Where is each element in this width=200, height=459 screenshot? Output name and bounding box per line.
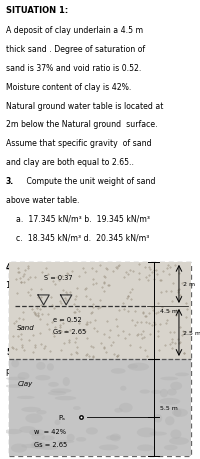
Ellipse shape: [48, 391, 66, 396]
Ellipse shape: [73, 406, 81, 410]
Ellipse shape: [170, 430, 181, 439]
Ellipse shape: [55, 396, 76, 400]
Text: Clay: Clay: [17, 380, 33, 386]
Ellipse shape: [31, 441, 46, 449]
Ellipse shape: [151, 390, 161, 394]
Ellipse shape: [164, 445, 178, 450]
Text: e = 0.52: e = 0.52: [53, 316, 82, 322]
Ellipse shape: [106, 435, 120, 440]
Text: c.  18.345 kN/m³ d.  20.345 kN/m³: c. 18.345 kN/m³ d. 20.345 kN/m³: [6, 233, 149, 242]
Ellipse shape: [140, 390, 150, 394]
Ellipse shape: [111, 368, 126, 374]
Text: Compute the unit weight of sand: Compute the unit weight of sand: [24, 177, 156, 185]
Text: c.  193.92 kPa   d.  183.92kPa: c. 193.92 kPa d. 183.92kPa: [6, 319, 132, 327]
Ellipse shape: [137, 427, 156, 437]
Ellipse shape: [18, 372, 30, 380]
Ellipse shape: [36, 410, 47, 414]
Ellipse shape: [39, 446, 58, 450]
Ellipse shape: [57, 440, 74, 443]
Ellipse shape: [48, 382, 59, 387]
Text: a.  17.345 kN/m³ b.  19.345 kN/m³: a. 17.345 kN/m³ b. 19.345 kN/m³: [6, 214, 150, 224]
Ellipse shape: [174, 409, 181, 417]
Ellipse shape: [36, 362, 46, 370]
Text: and clay are both equal to 2.65..: and clay are both equal to 2.65..: [6, 158, 134, 167]
Text: 4.5 m: 4.5 m: [160, 308, 178, 313]
Ellipse shape: [21, 444, 43, 448]
Text: 4.: 4.: [6, 262, 14, 271]
Text: S = 0.37: S = 0.37: [44, 274, 72, 280]
Ellipse shape: [167, 389, 177, 396]
Text: c.  107.445 kPa  d.  108.445 kPa: c. 107.445 kPa d. 108.445 kPa: [6, 404, 142, 413]
Ellipse shape: [11, 360, 19, 368]
Text: 2m below the Natural ground  surface.: 2m below the Natural ground surface.: [6, 120, 158, 129]
Text: above water table.: above water table.: [6, 196, 80, 205]
Text: Compute the effective pressure  at: Compute the effective pressure at: [24, 347, 163, 356]
Ellipse shape: [50, 388, 71, 393]
Ellipse shape: [5, 385, 25, 388]
Ellipse shape: [25, 414, 43, 423]
Text: A deposit of clay underlain a 4.5 m: A deposit of clay underlain a 4.5 m: [6, 26, 143, 35]
Ellipse shape: [5, 429, 22, 434]
Bar: [9, 359, 191, 456]
Ellipse shape: [150, 431, 167, 436]
Ellipse shape: [76, 437, 86, 442]
Ellipse shape: [160, 377, 178, 381]
Ellipse shape: [119, 403, 133, 413]
Ellipse shape: [32, 443, 42, 447]
Ellipse shape: [35, 375, 50, 381]
Text: sand is 37% and void ratio is 0.52.: sand is 37% and void ratio is 0.52.: [6, 64, 141, 73]
Ellipse shape: [47, 364, 54, 371]
Text: Assume that specific gravity  of sand: Assume that specific gravity of sand: [6, 139, 152, 148]
Text: point 10 m below the ground surface.: point 10 m below the ground surface.: [6, 366, 153, 375]
Text: Moisture content of clay is 42%.: Moisture content of clay is 42%.: [6, 83, 131, 91]
Ellipse shape: [54, 420, 60, 425]
Text: a.  163.92 kPa    b.  173.92kPa: a. 163.92 kPa b. 173.92kPa: [6, 300, 135, 308]
Ellipse shape: [160, 389, 168, 397]
Ellipse shape: [67, 434, 75, 442]
Text: Pₐ: Pₐ: [59, 414, 66, 420]
Text: a.  105.445 kPa  b.  106.445 kPa: a. 105.445 kPa b. 106.445 kPa: [6, 385, 142, 394]
Ellipse shape: [11, 443, 27, 453]
Ellipse shape: [19, 426, 36, 433]
Ellipse shape: [30, 432, 40, 435]
Bar: [9, 263, 191, 359]
Ellipse shape: [21, 407, 41, 412]
Ellipse shape: [137, 444, 154, 451]
Ellipse shape: [128, 364, 138, 369]
Text: 5.5 m: 5.5 m: [160, 405, 178, 410]
Text: 5.: 5.: [6, 347, 14, 356]
Text: 2 m: 2 m: [183, 282, 195, 287]
Text: Gs = 2.65: Gs = 2.65: [53, 328, 86, 334]
Ellipse shape: [175, 373, 189, 376]
Ellipse shape: [6, 377, 26, 381]
Ellipse shape: [159, 398, 180, 405]
Ellipse shape: [86, 427, 98, 435]
Ellipse shape: [172, 409, 188, 417]
Text: w  = 42%: w = 42%: [34, 428, 66, 434]
Text: 10m below the ground surface.: 10m below the ground surface.: [6, 281, 128, 290]
Ellipse shape: [165, 416, 174, 425]
Text: thick sand . Degree of saturation of: thick sand . Degree of saturation of: [6, 45, 145, 54]
Text: 3.: 3.: [6, 177, 14, 185]
Ellipse shape: [169, 437, 189, 445]
Ellipse shape: [154, 414, 162, 423]
Text: 2.5 m: 2.5 m: [183, 330, 200, 335]
Ellipse shape: [114, 408, 123, 413]
Text: Natural ground water table is located at: Natural ground water table is located at: [6, 101, 163, 110]
Ellipse shape: [99, 444, 119, 450]
Ellipse shape: [29, 429, 45, 436]
Ellipse shape: [31, 433, 45, 441]
Ellipse shape: [63, 377, 70, 386]
Text: Sand: Sand: [17, 324, 35, 330]
Ellipse shape: [17, 396, 35, 399]
Ellipse shape: [120, 386, 126, 391]
Ellipse shape: [41, 435, 55, 441]
Ellipse shape: [110, 434, 121, 442]
Text: Compute the total pressure at point: Compute the total pressure at point: [24, 262, 167, 271]
Ellipse shape: [170, 382, 182, 390]
Text: SITUATION 1:: SITUATION 1:: [6, 6, 68, 15]
Ellipse shape: [128, 363, 149, 371]
Text: Gs = 2.65: Gs = 2.65: [34, 441, 67, 447]
